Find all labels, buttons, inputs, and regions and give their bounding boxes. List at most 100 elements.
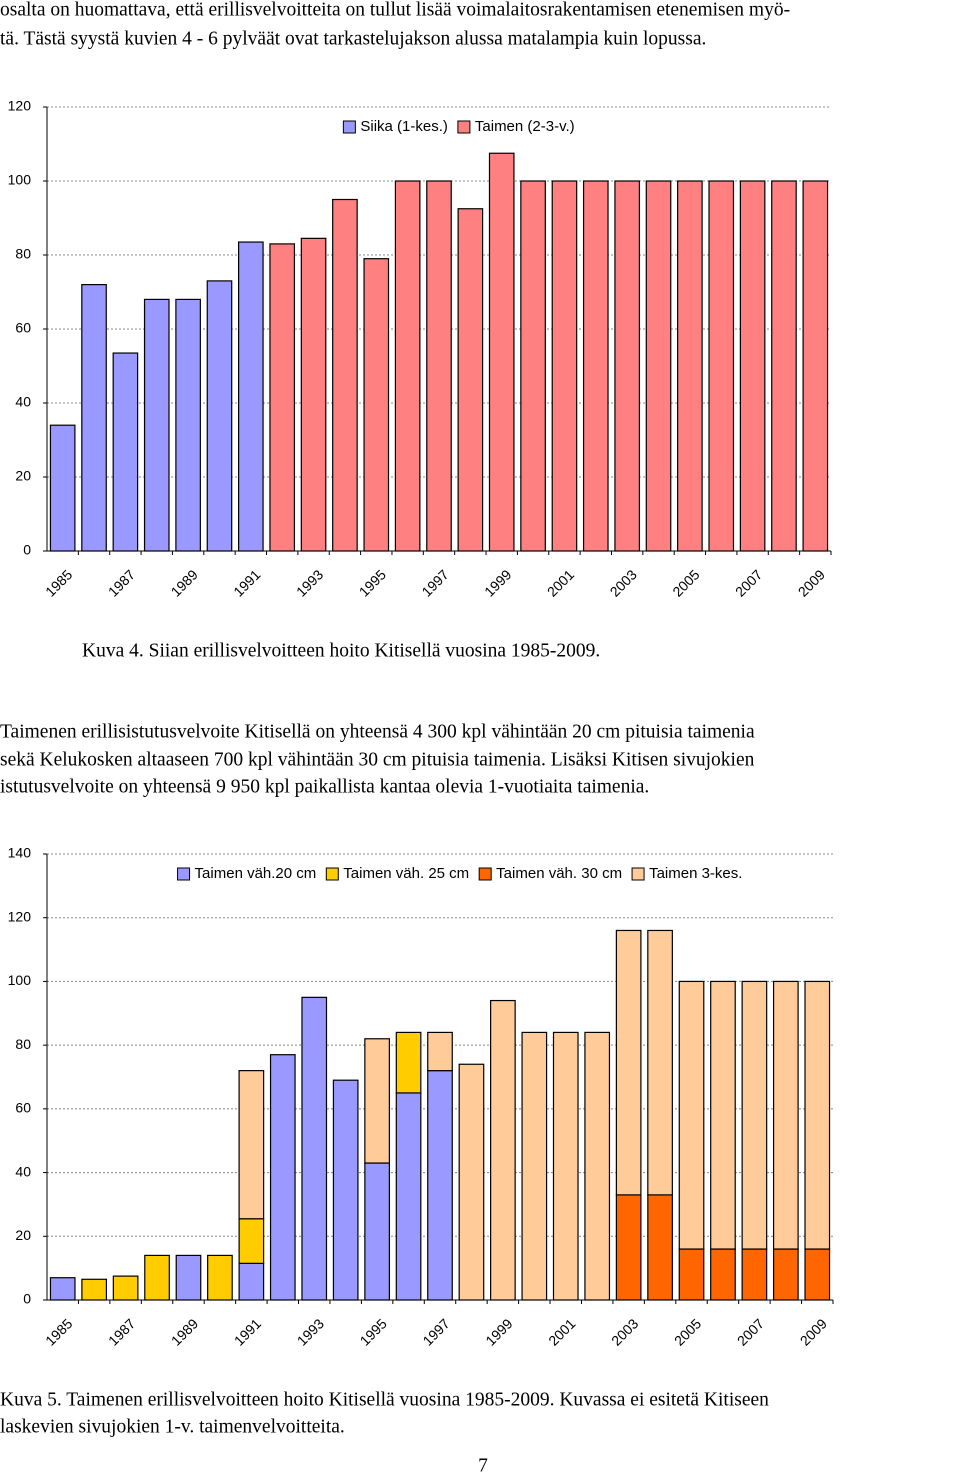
bar [81, 1278, 108, 1301]
y-tick-label: 100 [8, 172, 32, 188]
y-tick-label: 0 [23, 542, 31, 558]
bar [238, 1070, 265, 1220]
bar [300, 237, 327, 552]
bar [615, 1194, 642, 1301]
bar [144, 1254, 170, 1301]
bar [238, 241, 264, 552]
bar [394, 180, 421, 552]
bar [520, 180, 546, 552]
figure-caption: laskevien sivujokien 1-v. taimenvelvoitt… [0, 1416, 345, 1437]
bar [802, 180, 829, 552]
bar [427, 1031, 453, 1072]
bar [647, 1194, 673, 1301]
legend-label: Taimen väh. 25 cm [343, 865, 469, 882]
bar [645, 180, 672, 552]
bar [364, 1162, 390, 1301]
paragraph-line: istutusvelvoite on yhteensä 9 950 kpl pa… [0, 776, 649, 797]
bar [49, 1277, 76, 1301]
bar [490, 999, 516, 1301]
y-tick-label: 60 [15, 320, 31, 336]
legend-swatch [177, 867, 191, 881]
y-tick-label: 60 [15, 1100, 31, 1116]
bar [395, 1092, 422, 1301]
y-tick-label: 140 [8, 845, 32, 861]
y-tick-label: 20 [15, 468, 31, 484]
bar [112, 1275, 139, 1301]
y-tick-label: 40 [15, 1163, 31, 1179]
legend-swatch [631, 867, 645, 881]
legend-label: Taimen väh. 30 cm [496, 865, 622, 882]
y-tick-label: 120 [8, 908, 32, 924]
y-tick-label: 0 [23, 1291, 31, 1307]
bar [615, 929, 642, 1196]
legend: Taimen väh.20 cm Taimen väh. 25 cm Taimen … [177, 865, 742, 882]
bar [426, 180, 452, 552]
bar [739, 180, 766, 552]
legend-label: Taimen väh.20 cm [195, 865, 317, 882]
legend-swatch [342, 120, 356, 134]
y-tick-label: 20 [15, 1227, 31, 1243]
bar [772, 1248, 799, 1301]
bar [584, 1031, 611, 1301]
bar [364, 1038, 390, 1164]
bar [521, 1031, 548, 1301]
bar [804, 980, 831, 1250]
legend-label: Siika (1-kes.) [360, 118, 448, 135]
bar [363, 258, 390, 552]
bar [301, 996, 328, 1301]
bar [458, 1063, 485, 1301]
bar [772, 980, 799, 1250]
bar [332, 1079, 359, 1301]
bar [238, 1218, 265, 1264]
bar [710, 980, 736, 1250]
bar [175, 298, 201, 552]
bar [708, 180, 735, 552]
intro-line: osalta on huomattava, että erillisvelvoi… [0, 0, 790, 20]
legend-swatch [325, 867, 339, 881]
legend-swatch [478, 867, 492, 881]
bar [678, 980, 705, 1250]
page-number: 7 [478, 1455, 488, 1476]
bar [332, 198, 358, 552]
y-tick-label: 100 [8, 972, 32, 988]
legend-label: Taimen 3-kes. [649, 865, 742, 882]
bar [647, 929, 673, 1196]
figure-caption: Kuva 4. Siian erillisvelvoitteen hoito K… [82, 640, 600, 661]
figure-caption: Kuva 5. Taimenen erillisvelvoitteen hoit… [0, 1389, 769, 1410]
paragraph-line: Taimenen erillisistutusvelvoite Kitisell… [0, 721, 755, 742]
bar [741, 1248, 768, 1301]
bar [269, 1054, 296, 1301]
legend-label: Taimen (2-3-v.) [475, 118, 575, 135]
bar [582, 180, 609, 552]
bar [427, 1070, 453, 1301]
bar [710, 1248, 736, 1301]
bar [207, 1254, 233, 1301]
bar [614, 180, 640, 552]
bar [112, 352, 139, 552]
legend-swatch [457, 120, 471, 134]
bar [551, 180, 578, 552]
bar [175, 1254, 202, 1301]
y-tick-label: 40 [15, 394, 31, 410]
bar [457, 208, 484, 552]
bar [238, 1262, 265, 1301]
paragraph-line: sekä Kelukosken altaaseen 700 kpl vähint… [0, 749, 755, 770]
bar [206, 280, 233, 552]
bar [395, 1031, 422, 1094]
bar [741, 980, 768, 1250]
bar [49, 424, 76, 552]
bar [804, 1248, 831, 1301]
bar [81, 284, 107, 552]
bar [552, 1031, 579, 1301]
bar [677, 180, 703, 552]
bar [678, 1248, 705, 1301]
y-tick-label: 80 [15, 246, 31, 262]
y-tick-label: 80 [15, 1036, 31, 1052]
bar [143, 298, 170, 552]
intro-line: tä. Tästä syystä kuvien 4 - 6 pylväät ov… [0, 28, 706, 49]
bar [771, 180, 797, 552]
bar [488, 152, 515, 552]
bar [269, 243, 296, 552]
y-tick-label: 120 [8, 98, 32, 114]
